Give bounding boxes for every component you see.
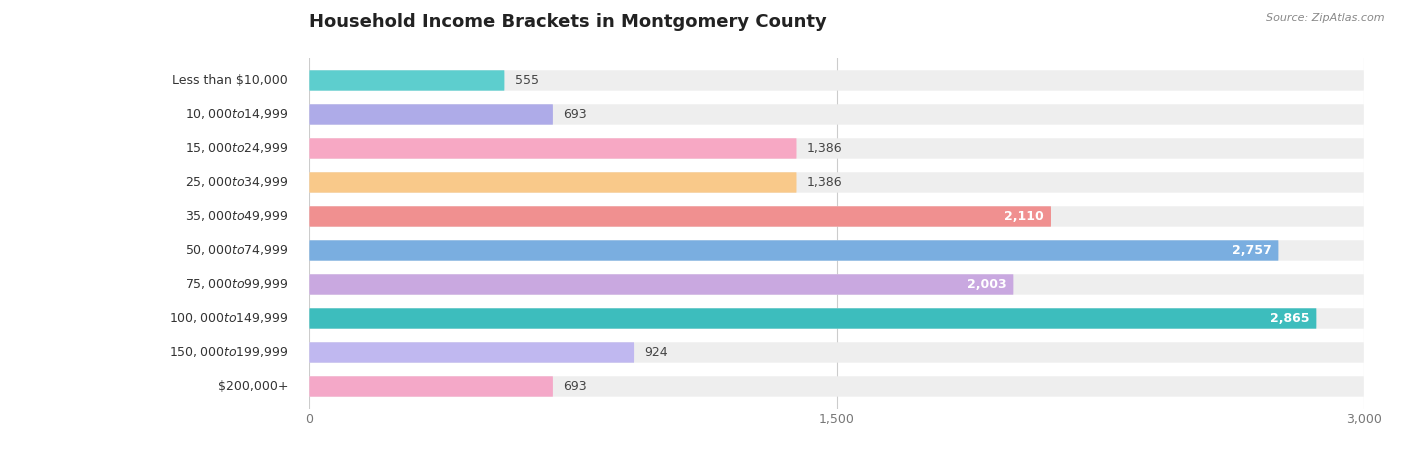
Text: $150,000 to $199,999: $150,000 to $199,999 [169, 345, 288, 360]
FancyBboxPatch shape [309, 274, 1364, 295]
Text: 2,003: 2,003 [967, 278, 1007, 291]
Text: 555: 555 [515, 74, 538, 87]
FancyBboxPatch shape [309, 70, 1364, 91]
Text: Household Income Brackets in Montgomery County: Household Income Brackets in Montgomery … [309, 13, 827, 31]
Text: Source: ZipAtlas.com: Source: ZipAtlas.com [1267, 13, 1385, 23]
FancyBboxPatch shape [309, 376, 1364, 396]
Text: 2,757: 2,757 [1232, 244, 1271, 257]
FancyBboxPatch shape [309, 138, 1364, 158]
FancyBboxPatch shape [309, 274, 1014, 295]
FancyBboxPatch shape [309, 138, 796, 158]
Text: $10,000 to $14,999: $10,000 to $14,999 [184, 107, 288, 122]
Text: $200,000+: $200,000+ [218, 380, 288, 393]
Text: $100,000 to $149,999: $100,000 to $149,999 [169, 312, 288, 326]
FancyBboxPatch shape [309, 308, 1316, 329]
Text: $75,000 to $99,999: $75,000 to $99,999 [184, 277, 288, 291]
Text: Less than $10,000: Less than $10,000 [173, 74, 288, 87]
FancyBboxPatch shape [309, 104, 1364, 125]
FancyBboxPatch shape [309, 240, 1364, 261]
Text: $15,000 to $24,999: $15,000 to $24,999 [184, 141, 288, 155]
Text: 693: 693 [564, 108, 588, 121]
FancyBboxPatch shape [309, 172, 796, 193]
FancyBboxPatch shape [309, 172, 1364, 193]
Text: 2,110: 2,110 [1004, 210, 1043, 223]
FancyBboxPatch shape [309, 308, 1364, 329]
Text: $50,000 to $74,999: $50,000 to $74,999 [184, 243, 288, 257]
FancyBboxPatch shape [309, 206, 1364, 227]
FancyBboxPatch shape [309, 342, 634, 363]
FancyBboxPatch shape [309, 240, 1278, 261]
Text: $35,000 to $49,999: $35,000 to $49,999 [184, 210, 288, 224]
FancyBboxPatch shape [309, 70, 505, 91]
Text: 2,865: 2,865 [1270, 312, 1309, 325]
Text: 1,386: 1,386 [807, 176, 842, 189]
Text: $25,000 to $34,999: $25,000 to $34,999 [184, 176, 288, 189]
FancyBboxPatch shape [309, 342, 1364, 363]
FancyBboxPatch shape [309, 376, 553, 396]
Text: 924: 924 [644, 346, 668, 359]
FancyBboxPatch shape [309, 206, 1050, 227]
Text: 693: 693 [564, 380, 588, 393]
Text: 1,386: 1,386 [807, 142, 842, 155]
FancyBboxPatch shape [309, 104, 553, 125]
